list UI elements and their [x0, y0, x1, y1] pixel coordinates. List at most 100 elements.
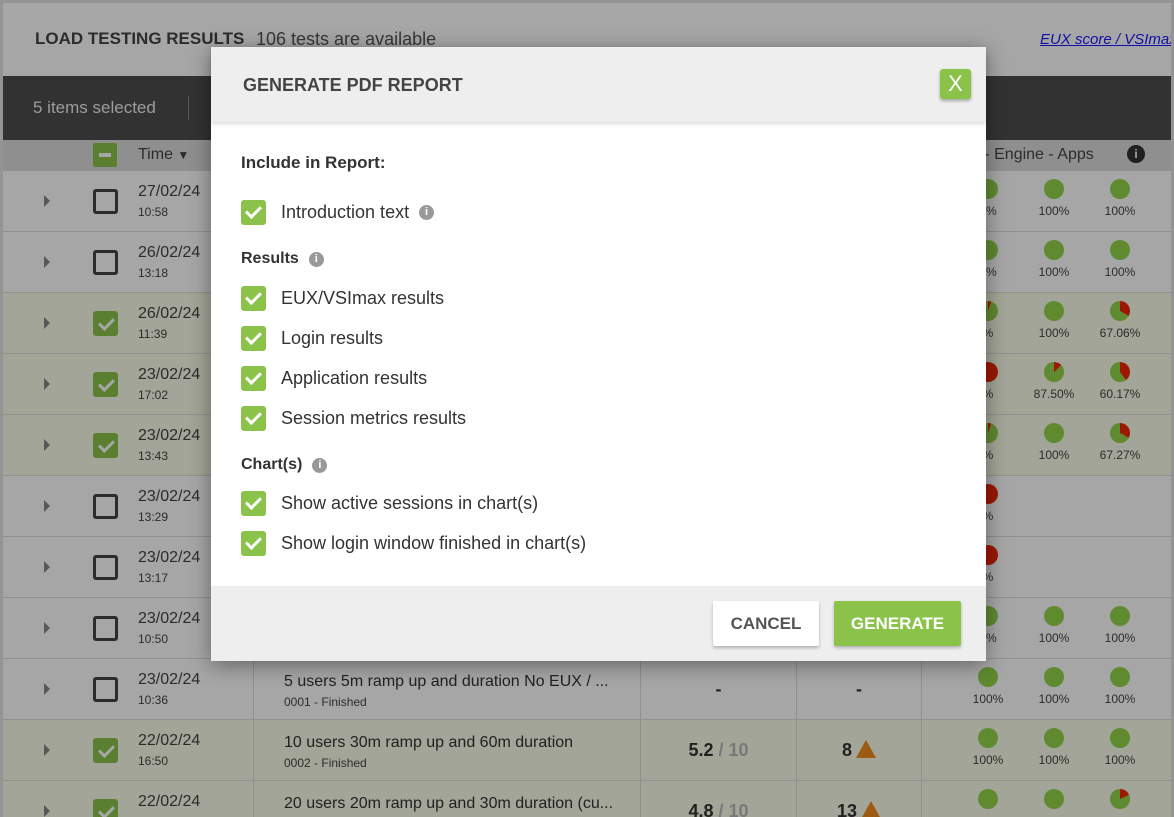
- pie-chart: [1110, 423, 1130, 443]
- checkbox[interactable]: [241, 531, 266, 556]
- row-time: 13:18: [138, 266, 169, 280]
- test-name[interactable]: 10 users 30m ramp up and 60m duration: [284, 734, 574, 751]
- info-icon[interactable]: i: [308, 252, 324, 267]
- percent-label: %: [982, 570, 994, 584]
- warning-icon: [856, 740, 876, 758]
- option-label: Show login window finished in chart(s): [281, 533, 587, 553]
- expand-arrow-icon[interactable]: [44, 744, 50, 756]
- row-checkbox[interactable]: [93, 311, 118, 336]
- expand-arrow-icon[interactable]: [44, 805, 50, 817]
- expand-arrow-icon[interactable]: [44, 439, 50, 451]
- row-date: 26/02/24: [138, 244, 201, 261]
- table-row[interactable]: 22/02/24 20 users 20m ramp up and 30m du…: [3, 781, 1171, 817]
- row-checkbox[interactable]: [93, 372, 118, 397]
- expand-arrow-icon[interactable]: [44, 500, 50, 512]
- row-time: 13:29: [138, 510, 169, 524]
- option-application-results[interactable]: Application results: [241, 366, 427, 391]
- row-date: 27/02/24: [138, 183, 201, 200]
- percent-label: 60.17%: [1099, 387, 1141, 401]
- sort-down-icon: ▼: [177, 148, 190, 162]
- row-time: 16:50: [138, 754, 169, 768]
- row-time: 13:17: [138, 571, 169, 585]
- row-time: 10:58: [138, 205, 169, 219]
- expand-arrow-icon[interactable]: [44, 561, 50, 573]
- percent-label: 67.27%: [1099, 448, 1141, 462]
- cancel-button[interactable]: CANCEL: [713, 601, 819, 646]
- row-checkbox[interactable]: [93, 616, 118, 641]
- row-checkbox[interactable]: [93, 555, 118, 580]
- row-date: 23/02/24: [138, 488, 201, 505]
- option-login-results[interactable]: Login results: [241, 326, 383, 351]
- generate-button[interactable]: GENERATE: [834, 601, 961, 646]
- page-title: LOAD TESTING RESULTS: [35, 29, 245, 48]
- row-checkbox[interactable]: [93, 250, 118, 275]
- expand-arrow-icon[interactable]: [44, 622, 50, 634]
- info-icon[interactable]: i: [312, 458, 328, 473]
- eux-score-link[interactable]: EUX score / VSImax: [1040, 31, 1171, 48]
- table-row[interactable]: 22/02/24 16:50 10 users 30m ramp up and …: [3, 720, 1171, 781]
- score-value: -: [715, 679, 722, 699]
- table-row[interactable]: 23/02/24 10:36 5 users 5m ramp up and du…: [3, 659, 1171, 720]
- score-cell: 4.8 / 10: [640, 781, 796, 817]
- info-icon[interactable]: i: [1127, 145, 1145, 163]
- score-value: 5.2: [688, 740, 714, 760]
- select-all-checkbox[interactable]: [93, 143, 117, 167]
- option-introduction[interactable]: Introduction text i: [241, 200, 435, 225]
- option-eux-results[interactable]: EUX/VSImax results: [241, 286, 444, 311]
- row-checkbox[interactable]: [93, 189, 118, 214]
- pie-chart: [1044, 240, 1064, 260]
- test-status: 0001 - Finished: [284, 695, 367, 709]
- test-name[interactable]: 20 users 20m ramp up and 30m duration (c…: [284, 795, 614, 812]
- row-time: 17:02: [138, 388, 169, 402]
- option-login-window[interactable]: Show login window finished in chart(s): [241, 531, 586, 556]
- info-icon[interactable]: i: [419, 205, 435, 220]
- count-value: 8: [841, 740, 852, 760]
- row-checkbox[interactable]: [93, 494, 118, 519]
- selection-count: 5 items selected: [33, 98, 156, 117]
- pie-chart: [1110, 240, 1130, 260]
- pie-chart: [1110, 362, 1130, 382]
- pie-chart: [1110, 301, 1130, 321]
- row-checkbox[interactable]: [93, 433, 118, 458]
- checkbox[interactable]: [241, 286, 266, 311]
- option-active-sessions[interactable]: Show active sessions in chart(s): [241, 491, 538, 516]
- expand-arrow-icon[interactable]: [44, 256, 50, 268]
- time-column-header[interactable]: Time ▼: [138, 146, 189, 164]
- option-label: EUX/VSImax results: [281, 288, 445, 308]
- expand-arrow-icon[interactable]: [44, 317, 50, 329]
- percent-label: 100%: [1104, 204, 1136, 218]
- score-cell: -: [640, 659, 796, 720]
- row-date: 26/02/24: [138, 305, 201, 322]
- pie-chart: [1044, 301, 1064, 321]
- count-cell: -: [796, 659, 921, 720]
- expand-arrow-icon[interactable]: [44, 195, 50, 207]
- charts-label: Chart(s): [241, 456, 303, 473]
- pie-chart: [1110, 667, 1130, 687]
- pie-chart: [978, 728, 998, 748]
- checkbox[interactable]: [241, 491, 266, 516]
- checkbox[interactable]: [241, 366, 266, 391]
- checkbox[interactable]: [241, 326, 266, 351]
- percent-label: %: [982, 326, 994, 340]
- percent-label: %: [982, 448, 994, 462]
- expand-arrow-icon[interactable]: [44, 683, 50, 695]
- percent-label: %: [982, 509, 994, 523]
- row-checkbox[interactable]: [93, 738, 118, 763]
- name-cell: 5 users 5m ramp up and duration No EUX /…: [253, 659, 640, 720]
- expand-arrow-icon[interactable]: [44, 378, 50, 390]
- close-button[interactable]: X: [940, 69, 971, 99]
- option-label: Introduction text: [281, 202, 410, 222]
- row-date: 23/02/24: [138, 671, 201, 688]
- checkbox[interactable]: [241, 406, 266, 431]
- option-session-metrics[interactable]: Session metrics results: [241, 406, 466, 431]
- percent-label: 87.50%: [1033, 387, 1075, 401]
- row-checkbox[interactable]: [93, 799, 118, 817]
- apps-cell: 100% 100% 100%: [921, 720, 1171, 781]
- score-max: / 10: [713, 740, 749, 760]
- generate-pdf-dialog: GENERATE PDF REPORT X Include in Report:…: [211, 47, 986, 661]
- intro-checkbox[interactable]: [241, 200, 266, 225]
- apps-cell: [921, 781, 1171, 817]
- test-name[interactable]: 5 users 5m ramp up and duration No EUX /…: [284, 673, 609, 690]
- percent-label: 100%: [1104, 265, 1136, 279]
- row-checkbox[interactable]: [93, 677, 118, 702]
